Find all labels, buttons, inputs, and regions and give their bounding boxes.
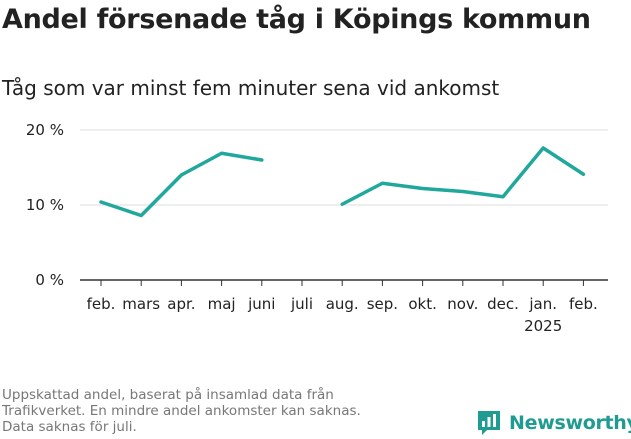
series-line-segment (340, 146, 586, 206)
x-tick-label: jan. (528, 295, 557, 313)
x-tick-label: okt. (408, 295, 437, 313)
y-tick-label: 20 % (26, 121, 64, 139)
x-tick-label: apr. (167, 295, 195, 313)
chart-subtitle: Tåg som var minst fem minuter sena vid a… (2, 76, 500, 100)
x-tick-label: juli (290, 295, 313, 313)
footnote-line-2: Trafikverket. En mindre andel ankomster … (2, 403, 361, 419)
y-tick-label: 10 % (26, 196, 64, 214)
x-tick-label: sep. (367, 295, 398, 313)
x-tick-label: juni (247, 295, 275, 313)
footnote: Uppskattad andel, baserat på insamlad da… (2, 387, 442, 435)
x-tick-label: nov. (447, 295, 478, 313)
footnote-line-3: Data saknas för juli. (2, 419, 137, 435)
line-chart: 0 % 10 % 20 % feb. mars apr. maj juni juli aug. se… (26, 121, 608, 335)
brand-name: Newsworthy (509, 412, 631, 434)
x-tick-label: aug. (326, 295, 359, 313)
y-tick-label: 0 % (35, 271, 64, 289)
brand-logo: Newsworthy (476, 408, 631, 438)
footnote-line-1: Uppskattad andel, baserat på insamlad da… (2, 387, 334, 403)
chart-title: Andel försenade tåg i Köpings kommun (2, 4, 591, 35)
x-tick-label: feb. (569, 295, 598, 313)
x-tick-label: dec. (487, 295, 519, 313)
x-tick-label: mars (122, 295, 160, 313)
x-tick-sublabel: 2025 (524, 317, 562, 335)
x-tick-label: feb. (87, 295, 116, 313)
series-line-segment (99, 151, 264, 218)
newsworthy-logo-icon (478, 411, 500, 435)
x-tick-label: maj (208, 295, 236, 313)
